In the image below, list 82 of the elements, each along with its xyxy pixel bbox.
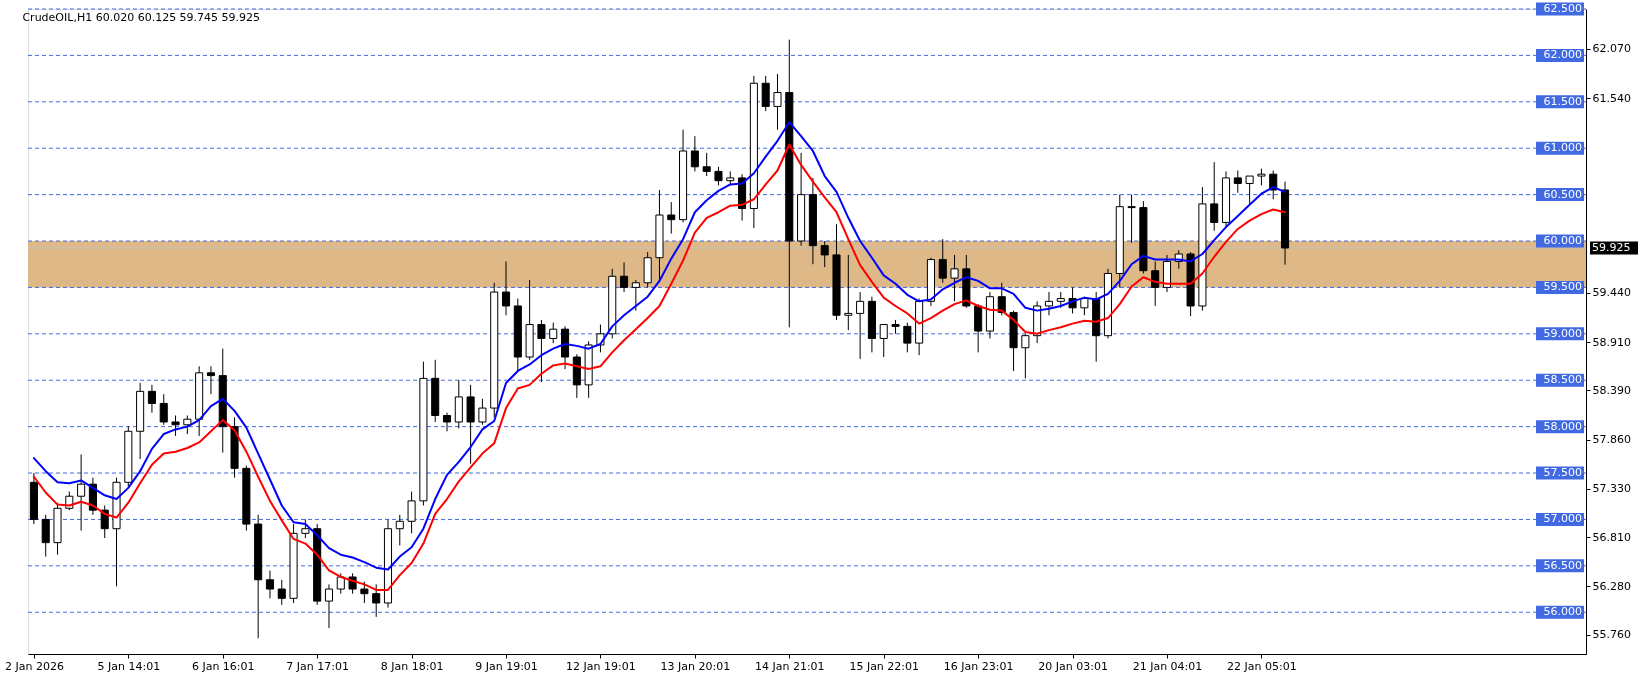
ref-line-label: 62.000	[1543, 48, 1582, 62]
y-tick-label: 58.910	[1592, 335, 1631, 349]
x-tick-label: 7 Jan 17:01	[286, 659, 349, 673]
candlestick	[501, 260, 511, 316]
x-tick-label: 20 Jan 03:01	[1038, 659, 1108, 673]
candlestick	[856, 291, 865, 360]
ref-line-label: 57.500	[1543, 466, 1582, 480]
x-tick-label: 21 Jan 04:01	[1132, 659, 1203, 673]
candlestick	[159, 393, 168, 426]
ref-line-label: 60.500	[1543, 187, 1582, 201]
candlestick	[761, 75, 770, 112]
candlestick	[41, 514, 50, 558]
y-tick-label: 55.760	[1592, 628, 1631, 642]
x-tick-label: 9 Jan 19:01	[475, 659, 538, 673]
candlestick	[1245, 175, 1254, 205]
ref-line-label: 57.000	[1543, 512, 1582, 526]
candlestick	[442, 412, 452, 432]
candlestick	[183, 414, 192, 435]
candlestick	[820, 240, 829, 268]
candlestick	[407, 491, 416, 534]
candlestick	[844, 254, 853, 331]
candlestick	[301, 518, 310, 539]
candlestick	[903, 322, 912, 353]
candlestick	[879, 324, 888, 358]
y-tick-label: 61.540	[1592, 91, 1631, 105]
x-tick-label: 13 Jan 20:01	[660, 659, 731, 673]
candlestick	[1044, 291, 1053, 316]
candlestick	[690, 135, 699, 172]
candlestick	[537, 319, 546, 383]
ref-line-label: 59.500	[1543, 280, 1582, 294]
candlestick	[1210, 161, 1219, 232]
ref-line-label: 56.500	[1543, 558, 1582, 572]
candlestick	[1021, 333, 1030, 379]
x-tick-label: 8 Jan 18:01	[380, 659, 444, 673]
y-tick-label: 57.860	[1592, 433, 1631, 447]
candlestick	[77, 453, 86, 532]
candlestick	[667, 201, 676, 235]
x-tick-label: 14 Jan 21:01	[754, 659, 825, 673]
candlestick	[277, 579, 286, 606]
ref-line-label: 59.925	[1592, 240, 1631, 254]
candlestick	[372, 583, 381, 618]
candlestick	[1127, 194, 1136, 244]
ref-line-label: 62.500	[1543, 2, 1582, 15]
candlestick	[714, 166, 723, 186]
y-tick-label: 58.390	[1592, 383, 1631, 397]
x-tick-label: 16 Jan 23:01	[943, 659, 1014, 673]
candlestick	[950, 254, 959, 302]
y-tick-label: 57.330	[1592, 482, 1631, 496]
candlestick	[206, 365, 215, 395]
candlestick	[395, 514, 404, 546]
y-tick-label: 62.070	[1592, 42, 1631, 56]
y-tick-label: 56.280	[1592, 579, 1631, 593]
candlestick	[360, 581, 369, 604]
candlestick	[620, 261, 629, 293]
y-tick-label: 56.810	[1592, 530, 1631, 544]
candlestick	[938, 238, 947, 284]
x-tick-label: 2 Jan 2026	[4, 659, 64, 673]
ref-line-label: 58.000	[1543, 419, 1582, 433]
ref-line-label: 61.000	[1543, 141, 1582, 155]
ref-line-label: 56.000	[1543, 605, 1582, 619]
ref-line-label: 61.500	[1543, 94, 1582, 108]
candlestick	[1233, 169, 1242, 194]
candlestick	[478, 398, 487, 426]
candlestick	[773, 73, 782, 131]
ref-line-label: 60.000	[1543, 234, 1582, 248]
candlestick	[549, 322, 558, 344]
candlestick	[702, 152, 711, 177]
candlestick	[265, 569, 274, 599]
candlestick	[336, 572, 345, 595]
candlestick	[171, 414, 180, 437]
x-tick-label: 12 Jan 19:01	[566, 659, 636, 673]
candlestick	[324, 583, 334, 629]
x-tick-label: 6 Jan 16:01	[191, 659, 255, 673]
candlestick	[631, 279, 640, 312]
ref-line-label: 59.000	[1543, 326, 1582, 340]
y-tick-label: 59.440	[1592, 286, 1631, 300]
x-tick-label: 15 Jan 22:01	[849, 659, 920, 673]
chart-title: CrudeOIL,H1 60.020 60.125 59.745 59.925	[22, 10, 261, 24]
x-tick-label: 5 Jan 14:01	[97, 659, 161, 673]
ref-line-label: 58.500	[1543, 373, 1582, 387]
x-tick-label: 22 Jan 05:01	[1227, 659, 1297, 673]
candlestick	[147, 384, 156, 414]
